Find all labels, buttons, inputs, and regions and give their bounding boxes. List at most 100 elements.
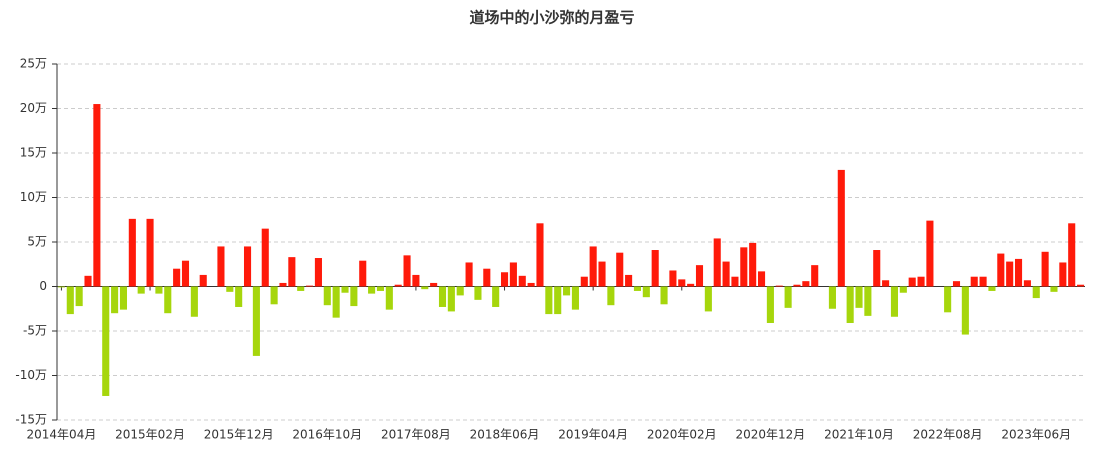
bar [1041,251,1049,287]
y-tick-label: 15万 [20,146,47,160]
bar [359,260,367,287]
bar [802,281,810,287]
bar [952,281,961,287]
bar [766,286,774,323]
bar [855,286,863,308]
bar [403,255,411,287]
bar [660,286,668,305]
bar [1006,261,1014,287]
x-tick-label: 2015年12月 [204,428,274,442]
x-tick-label: 2020年02月 [647,428,717,442]
bar [243,246,252,287]
bar [864,286,872,316]
bar [775,285,783,287]
bar [297,286,305,291]
bar [368,286,376,294]
bar [731,276,739,287]
bar [545,286,553,315]
bar [252,286,260,356]
bar [589,246,597,287]
bar [979,276,987,287]
bar [190,286,198,317]
bar [66,286,74,315]
bar [1014,258,1023,287]
bar [111,286,119,314]
bar [527,282,535,287]
bar [438,286,447,307]
bar [323,286,331,306]
bar [757,271,766,287]
bar [536,223,544,287]
bar [607,286,615,306]
y-tick-label: 25万 [20,57,47,71]
bar [173,268,181,287]
bar [793,284,801,287]
bar [961,286,969,335]
bar [1023,280,1031,287]
x-tick-label: 2015年02月 [115,428,185,442]
y-tick-label: 0 [39,279,47,293]
bar [899,286,907,293]
bar [811,265,819,287]
bar [137,286,145,294]
bar [678,279,686,287]
bar [288,257,296,287]
bar [164,286,172,314]
bar [385,286,393,310]
bar [642,286,650,298]
x-tick-label: 2019年04月 [558,428,628,442]
y-tick-label: -5万 [23,324,47,338]
bar [341,286,349,293]
bar [695,265,704,287]
bar [917,276,925,287]
bar [456,286,464,296]
bar [226,286,234,292]
bar [1032,286,1040,299]
bar [155,286,163,294]
chart-title: 道场中的小沙弥的月盈亏 [469,9,634,27]
bar [119,286,128,310]
bar [908,277,916,287]
bar [633,286,642,291]
bar [846,286,854,323]
bar [571,286,579,310]
bar [199,274,207,287]
bar [332,286,340,318]
bar [270,286,278,305]
bar [421,286,429,290]
bar [376,286,385,291]
x-tick-label: 2014年04月 [27,428,97,442]
bar [828,286,836,309]
bar [279,282,287,287]
bar [181,260,190,287]
bar [350,286,358,307]
y-tick-label: -15万 [15,413,47,427]
bar [430,282,438,287]
bar [890,286,899,317]
bar [235,286,243,307]
x-tick-label: 2023年06月 [1001,428,1071,442]
bar [57,286,65,288]
bar [1050,286,1058,292]
bar [1068,223,1076,287]
x-tick-label: 2016年10月 [292,428,362,442]
bar [483,268,491,287]
bar [704,286,712,312]
x-tick-label: 2017年08月 [381,428,451,442]
bar [926,220,934,287]
bar [997,253,1005,287]
x-tick-label: 2020年12月 [735,428,805,442]
bar [651,250,659,287]
bar [500,272,509,287]
x-tick-label: 2018年06月 [470,428,540,442]
bar [554,286,562,315]
bar [1077,284,1085,287]
bar [882,280,890,287]
bar [563,286,571,296]
bar [412,274,420,287]
bar [687,283,695,287]
bar [509,262,517,287]
bar [447,286,455,312]
bar [873,250,881,287]
bar [146,218,154,287]
